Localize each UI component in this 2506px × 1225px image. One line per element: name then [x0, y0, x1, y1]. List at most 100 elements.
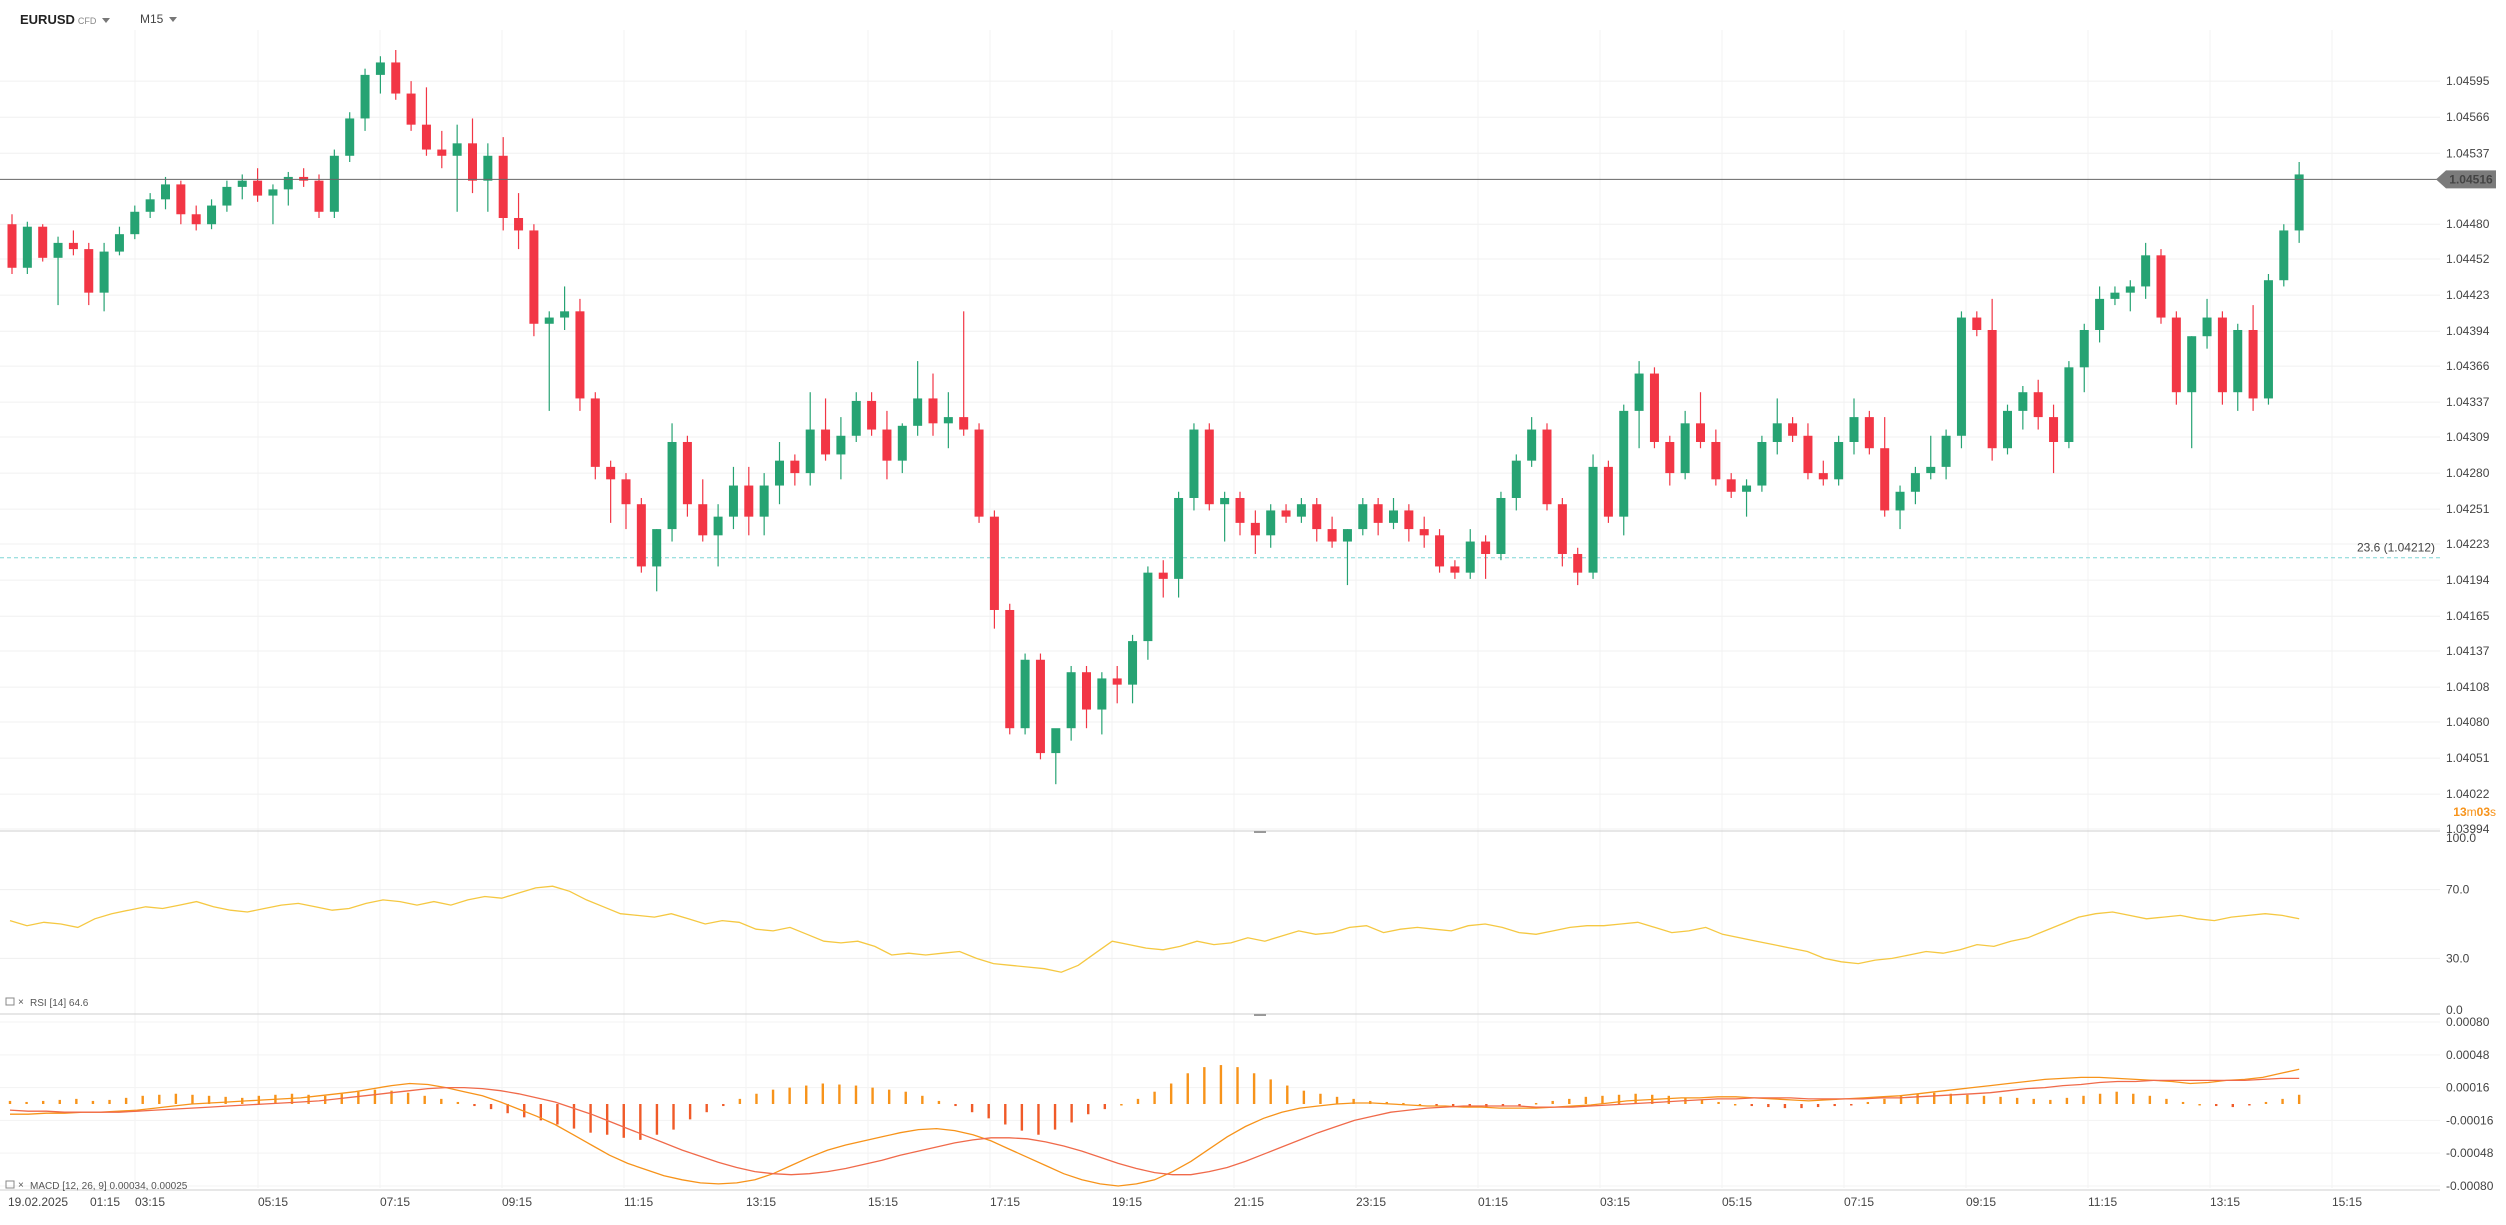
close-icon[interactable]: ×	[18, 997, 24, 1008]
candle-down[interactable]	[1987, 329, 1997, 449]
pane-resize-handle[interactable]	[1254, 831, 1266, 833]
candle-down[interactable]	[928, 398, 938, 424]
candle-up[interactable]	[728, 485, 738, 517]
candle-down[interactable]	[590, 398, 600, 467]
candle-down[interactable]	[1235, 497, 1245, 523]
candle-down[interactable]	[1082, 672, 1091, 710]
candle-down[interactable]	[498, 155, 508, 218]
candle-up[interactable]	[2187, 336, 2197, 393]
candle-up[interactable]	[2110, 292, 2120, 299]
price-pane[interactable]: 1.04595 1.04566 1.04537 1.04480 1.04452 1.044…	[0, 50, 2496, 836]
candle-down[interactable]	[2033, 392, 2043, 418]
candle-up[interactable]	[207, 205, 217, 225]
candle-down[interactable]	[176, 184, 186, 215]
candle-up[interactable]	[1634, 373, 1644, 411]
candle-up[interactable]	[452, 143, 462, 156]
candle-down[interactable]	[698, 504, 708, 536]
candle-down[interactable]	[84, 249, 94, 293]
candle-up[interactable]	[1772, 423, 1782, 442]
candle-down[interactable]	[1696, 423, 1705, 442]
candle-down[interactable]	[253, 180, 263, 196]
candle-down[interactable]	[1603, 466, 1613, 517]
candle-up[interactable]	[775, 460, 784, 486]
candle-up[interactable]	[360, 74, 370, 119]
candle-down[interactable]	[1880, 448, 1890, 511]
candle-down[interactable]	[882, 429, 892, 461]
candle-up[interactable]	[53, 242, 63, 258]
candle-up[interactable]	[283, 176, 293, 190]
candle-down[interactable]	[2248, 329, 2258, 399]
candle-up[interactable]	[1926, 466, 1936, 474]
candle-down[interactable]	[1312, 504, 1322, 530]
candle-up[interactable]	[2279, 230, 2289, 281]
candle-down[interactable]	[191, 214, 201, 225]
candle-up[interactable]	[836, 435, 846, 455]
candle-up[interactable]	[851, 400, 861, 436]
candle-down[interactable]	[989, 516, 999, 610]
candle-up[interactable]	[943, 417, 953, 424]
macd-line[interactable]	[10, 1068, 2300, 1187]
candle-up[interactable]	[329, 155, 339, 212]
candle-down[interactable]	[2156, 255, 2166, 318]
candle-up[interactable]	[1174, 497, 1184, 579]
candle-up[interactable]	[1342, 529, 1352, 542]
candle-down[interactable]	[1481, 541, 1491, 554]
candle-up[interactable]	[483, 155, 493, 181]
candle-up[interactable]	[913, 398, 923, 426]
candle-up[interactable]	[1266, 510, 1276, 536]
candle-down[interactable]	[38, 226, 48, 258]
time-axis[interactable]: 19.02.2025 01:15 03:15 05:15 07:15 09:15 11:15…	[8, 1195, 2362, 1209]
candle-down[interactable]	[514, 217, 524, 231]
candle-down[interactable]	[391, 62, 401, 94]
candle-down[interactable]	[437, 149, 447, 156]
candle-down[interactable]	[299, 176, 309, 181]
candle-down[interactable]	[1204, 429, 1214, 505]
signal-line[interactable]	[9, 1077, 2300, 1176]
candle-down[interactable]	[1788, 423, 1798, 436]
candle-down[interactable]	[1327, 529, 1337, 542]
symbol-selector[interactable]: EURUSD CFD	[20, 12, 111, 27]
candle-up[interactable]	[805, 429, 815, 474]
candle-up[interactable]	[652, 529, 662, 567]
candle-up[interactable]	[759, 485, 769, 517]
candle-down[interactable]	[974, 429, 984, 517]
candle-up[interactable]	[1511, 460, 1521, 498]
candle-down[interactable]	[1281, 510, 1291, 517]
candle-up[interactable]	[1465, 541, 1475, 573]
candle-up[interactable]	[1910, 473, 1920, 492]
candle-down[interactable]	[682, 441, 692, 505]
candle-down[interactable]	[744, 485, 754, 517]
candle-down[interactable]	[575, 311, 585, 399]
candle-down[interactable]	[1373, 504, 1383, 523]
candle-down[interactable]	[1864, 417, 1874, 449]
candle-up[interactable]	[1895, 491, 1905, 511]
candle-down[interactable]	[867, 400, 877, 430]
candle-down[interactable]	[2171, 317, 2181, 393]
candle-down[interactable]	[2049, 417, 2059, 442]
candle-up[interactable]	[2263, 280, 2273, 399]
candle-down[interactable]	[1250, 522, 1260, 536]
candle-down[interactable]	[1450, 566, 1460, 573]
candle-up[interactable]	[268, 189, 278, 196]
rsi-line[interactable]	[9, 885, 2300, 973]
candle-up[interactable]	[1619, 410, 1629, 517]
candle-up[interactable]	[2003, 410, 2012, 449]
candle-down[interactable]	[1649, 373, 1659, 442]
candle-down[interactable]	[1711, 441, 1721, 480]
candle-down[interactable]	[621, 479, 631, 505]
candle-down[interactable]	[2217, 317, 2227, 393]
candle-up[interactable]	[1358, 504, 1368, 530]
candle-up[interactable]	[114, 234, 124, 252]
settings-icon[interactable]	[5, 1180, 15, 1189]
candle-up[interactable]	[375, 62, 385, 75]
candle-down[interactable]	[406, 93, 416, 125]
candle-up[interactable]	[1757, 441, 1767, 486]
candle-up[interactable]	[2079, 329, 2089, 368]
candle-down[interactable]	[68, 242, 78, 250]
candle-down[interactable]	[1726, 479, 1736, 492]
candle-up[interactable]	[2018, 392, 2028, 411]
candle-up[interactable]	[1020, 659, 1030, 729]
close-icon[interactable]: ×	[18, 1180, 24, 1191]
candle-up[interactable]	[1588, 466, 1598, 573]
